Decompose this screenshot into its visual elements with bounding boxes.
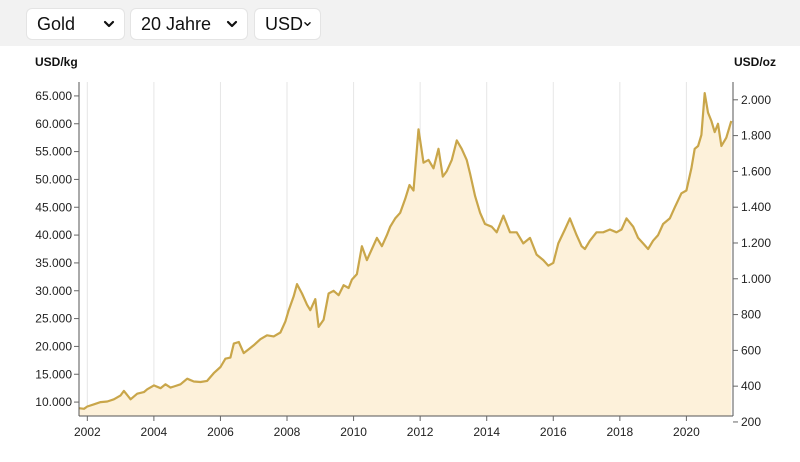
y-left-tick-label: 10.000 bbox=[35, 395, 72, 409]
x-tick-label: 2006 bbox=[207, 425, 234, 439]
x-tick-label: 2014 bbox=[473, 425, 500, 439]
price-area-fill bbox=[79, 93, 732, 416]
range-select-value: 20 Jahre bbox=[141, 13, 212, 34]
x-tick-label: 2008 bbox=[274, 425, 301, 439]
y-left-tick-label: 50.000 bbox=[35, 172, 72, 186]
y-left-tick-label: 40.000 bbox=[35, 228, 72, 242]
y-left-tick-label: 30.000 bbox=[35, 284, 72, 298]
y-right-tick-label: 1.800 bbox=[741, 129, 771, 143]
x-tick-label: 2016 bbox=[540, 425, 567, 439]
right-axis-unit: USD/oz bbox=[734, 55, 776, 69]
x-tick-label: 2012 bbox=[407, 425, 434, 439]
x-tick-label: 2010 bbox=[340, 425, 367, 439]
y-left-tick-label: 15.000 bbox=[35, 367, 72, 381]
currency-select-value: USD bbox=[265, 13, 304, 34]
x-tick-label: 2018 bbox=[606, 425, 633, 439]
toolbar: Gold 20 Jahre USD bbox=[0, 0, 800, 46]
chevron-down-icon bbox=[103, 20, 115, 28]
y-right-tick-label: 1.200 bbox=[741, 236, 771, 250]
x-tick-label: 2002 bbox=[74, 425, 101, 439]
y-right-tick-label: 600 bbox=[741, 343, 761, 357]
y-right-tick-label: 400 bbox=[741, 379, 761, 393]
left-axis-unit: USD/kg bbox=[35, 55, 78, 69]
chevron-down-icon bbox=[226, 20, 238, 28]
y-left-tick-label: 25.000 bbox=[35, 312, 72, 326]
price-line bbox=[78, 92, 733, 410]
y-left-tick-label: 65.000 bbox=[35, 89, 72, 103]
y-left-tick-label: 55.000 bbox=[35, 145, 72, 159]
metal-select[interactable]: Gold bbox=[27, 9, 124, 39]
y-left-tick-label: 60.000 bbox=[35, 117, 72, 131]
chevron-down-icon bbox=[304, 22, 311, 26]
y-left-tick-label: 35.000 bbox=[35, 256, 72, 270]
x-tick-label: 2020 bbox=[673, 425, 700, 439]
y-right-tick-label: 2.000 bbox=[741, 93, 771, 107]
range-select[interactable]: 20 Jahre bbox=[131, 9, 247, 39]
y-right-tick-label: 1.000 bbox=[741, 272, 771, 286]
y-left-tick-label: 20.000 bbox=[35, 339, 72, 353]
x-tick-label: 2004 bbox=[141, 425, 168, 439]
y-right-tick-label: 800 bbox=[741, 308, 761, 322]
y-right-tick-label: 200 bbox=[741, 415, 761, 429]
gold-price-chart: USD/kg USD/oz 2002 2004 2006 2008 2010 2012 20… bbox=[35, 55, 776, 439]
y-right-tick-label: 1.600 bbox=[741, 164, 771, 178]
y-left-tick-label: 45.000 bbox=[35, 200, 72, 214]
y-right-tick-label: 1.400 bbox=[741, 200, 771, 214]
metal-select-value: Gold bbox=[37, 13, 76, 34]
currency-select[interactable]: USD bbox=[255, 9, 320, 39]
